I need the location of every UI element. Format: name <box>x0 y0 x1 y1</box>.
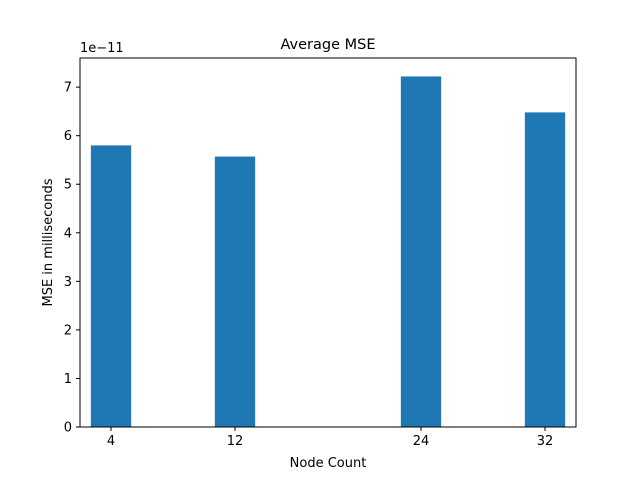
bar-32 <box>524 112 566 428</box>
x-tick-label: 4 <box>107 434 115 449</box>
y-tick-label: 5 <box>64 178 72 193</box>
y-tick-label: 0 <box>64 421 72 436</box>
y-tick-label: 7 <box>64 81 72 96</box>
y-tick-label: 3 <box>64 275 72 290</box>
x-axis-ticks: 4 12 24 32 <box>107 427 553 449</box>
x-axis-label: Node Count <box>290 456 367 471</box>
y-tick-label: 1 <box>64 372 72 387</box>
y-tick-label: 6 <box>64 129 72 144</box>
bar-12 <box>214 156 256 428</box>
y-axis-offset-label: 1e−11 <box>80 41 124 56</box>
x-tick-label: 32 <box>537 434 554 449</box>
plot-frame <box>79 57 577 428</box>
bar-24 <box>400 76 442 427</box>
y-tick-label: 4 <box>64 226 72 241</box>
x-tick-label: 12 <box>227 434 244 449</box>
x-tick-label: 24 <box>413 434 430 449</box>
bars-group <box>90 76 566 428</box>
y-axis-label: MSE in milliseconds <box>41 178 56 306</box>
y-axis-ticks: 0 1 2 3 4 5 6 7 <box>64 81 80 436</box>
y-tick-label: 2 <box>64 323 72 338</box>
chart-title: Average MSE <box>280 37 375 53</box>
bar-4 <box>90 145 132 428</box>
